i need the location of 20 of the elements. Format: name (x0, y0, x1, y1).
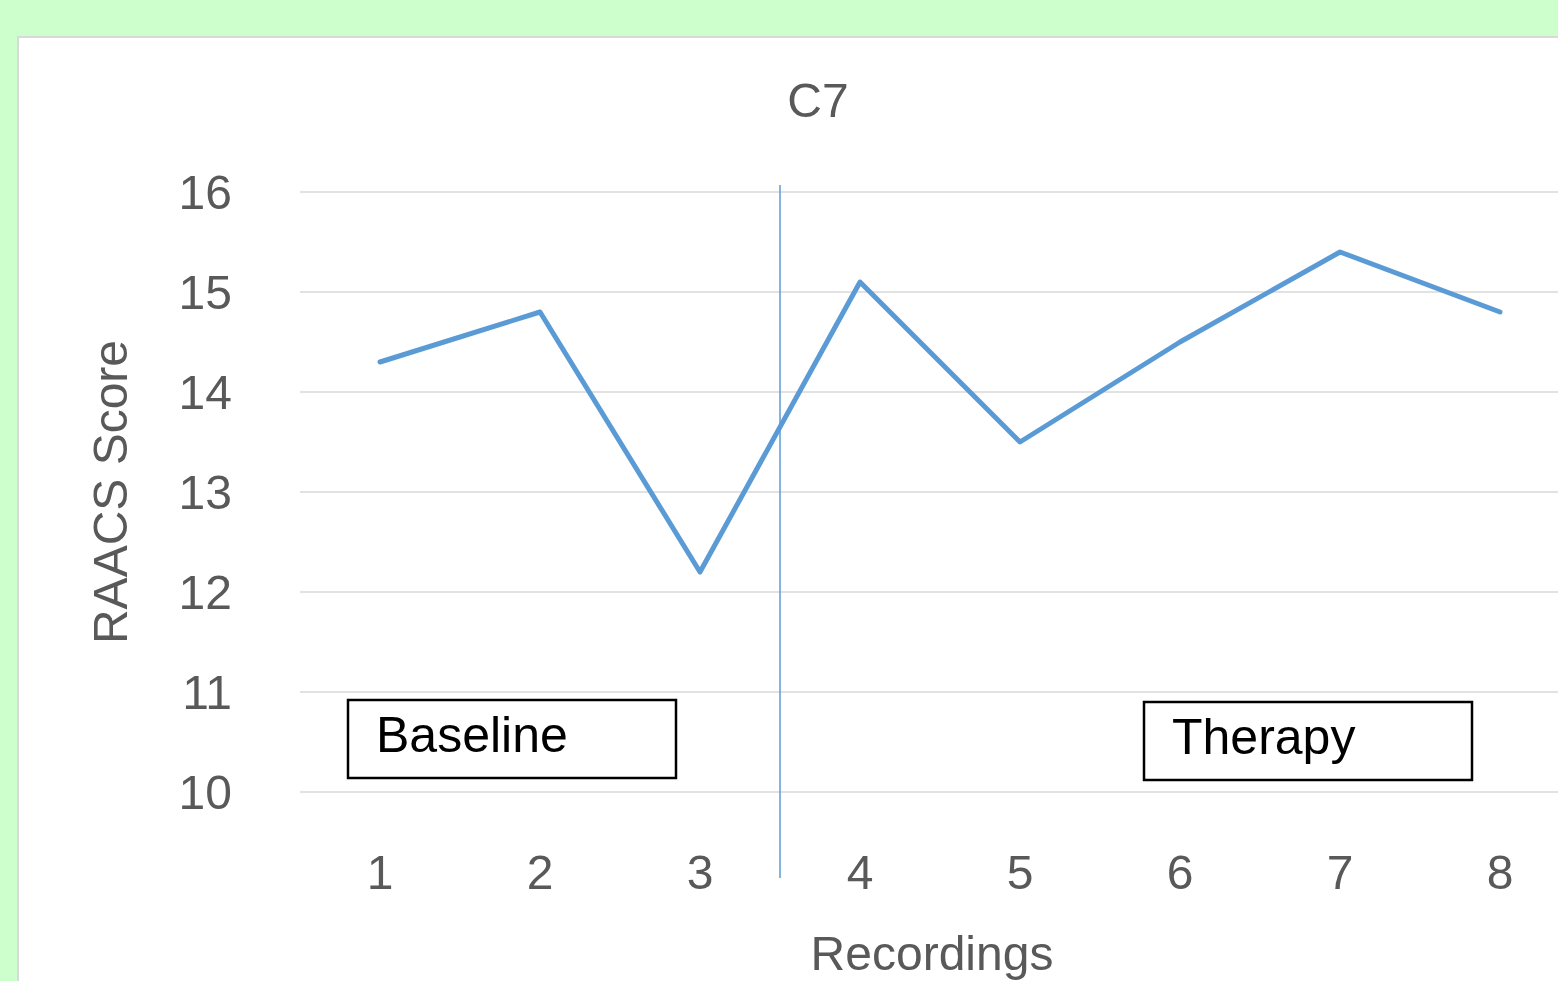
y-tick-label: 15 (178, 265, 232, 319)
y-tick-label: 10 (178, 765, 232, 819)
y-axis-title: RAACS Score (83, 339, 137, 645)
x-tick-label: 7 (1326, 845, 1354, 899)
y-tick-label: 14 (178, 365, 232, 419)
x-tick-label: 5 (1006, 845, 1034, 899)
chart-title: C7 (787, 73, 849, 127)
y-tick-label: 11 (182, 665, 232, 719)
x-tick-label: 6 (1166, 845, 1194, 899)
annotation: Therapy (1172, 709, 1356, 765)
x-tick-label: 1 (366, 845, 394, 899)
x-tick-label: 3 (686, 845, 714, 899)
x-axis-title: Recordings (810, 926, 1054, 980)
x-tick-label: 2 (526, 845, 554, 899)
y-tick-label: 13 (178, 465, 232, 519)
x-tick-label: 4 (846, 845, 874, 899)
y-tick-label: 12 (178, 565, 232, 619)
annotation: Baseline (376, 707, 568, 763)
y-tick-label: 16 (178, 165, 232, 219)
x-tick-label: 8 (1486, 845, 1514, 899)
